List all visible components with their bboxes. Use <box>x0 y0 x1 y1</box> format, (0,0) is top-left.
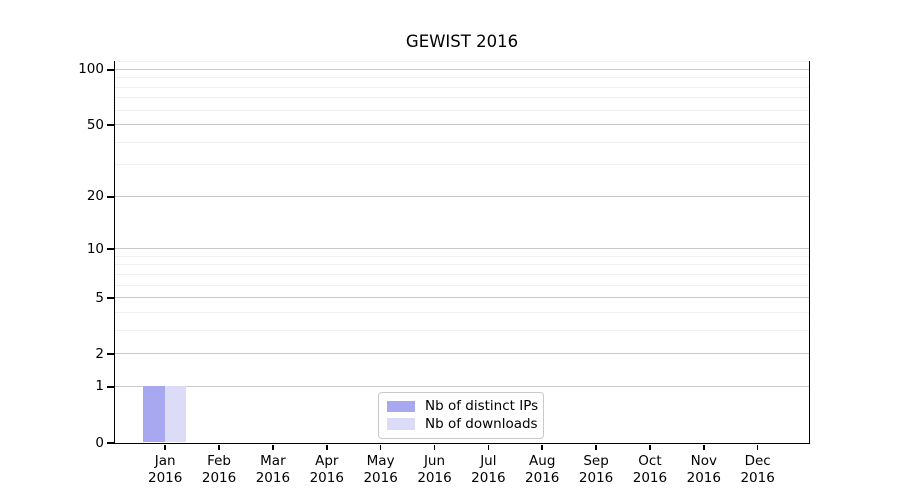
y-minor-gridline <box>114 329 809 331</box>
legend: Nb of distinct IPs Nb of downloads <box>378 391 544 439</box>
y-major-gridline <box>114 385 809 387</box>
x-tick-label-month: Dec <box>744 453 771 469</box>
x-tick-label-month: Feb <box>207 453 231 469</box>
x-tick-mark <box>487 444 490 450</box>
chart-title: GEWIST 2016 <box>405 32 519 51</box>
y-minor-gridline <box>114 164 809 166</box>
x-tick-label-year: 2016 <box>525 469 560 486</box>
x-tick-label-month: Sep <box>583 453 609 469</box>
x-tick-label: Jul 2016 <box>448 453 528 486</box>
x-tick-label: Mar 2016 <box>233 453 313 486</box>
x-tick-mark <box>218 444 220 450</box>
x-tick-label-year: 2016 <box>471 469 506 486</box>
x-tick-mark <box>756 444 759 450</box>
y-minor-gridline <box>114 311 809 313</box>
y-major-gridline <box>114 124 809 126</box>
x-tick-mark <box>272 444 274 450</box>
legend-label: Nb of distinct IPs <box>425 398 539 415</box>
x-tick-label-year: 2016 <box>740 469 775 486</box>
x-tick-mark <box>326 444 328 450</box>
x-tick-label: Nov 2016 <box>664 453 744 486</box>
x-tick-mark <box>649 444 651 450</box>
y-tick-mark <box>106 353 114 355</box>
x-tick-label-month: Nov <box>690 453 717 469</box>
y-major-gridline <box>114 195 809 197</box>
y-tick-label: 100 <box>78 61 104 78</box>
y-tick-label: 50 <box>86 116 104 133</box>
y-minor-gridline <box>114 284 809 286</box>
y-minor-gridline <box>114 86 809 88</box>
x-tick-label: May 2016 <box>341 453 421 486</box>
x-tick-mark <box>379 444 382 450</box>
x-tick-mark <box>595 444 597 450</box>
x-tick-label-month: Aug <box>529 453 556 469</box>
legend-label: Nb of downloads <box>425 415 538 432</box>
y-minor-gridline <box>114 255 809 257</box>
y-minor-gridline <box>114 77 809 79</box>
legend-item: Nb of distinct IPs <box>387 398 543 416</box>
x-tick-label-month: Jun <box>423 453 446 469</box>
y-tick-mark <box>106 442 114 444</box>
plot-area <box>113 60 810 444</box>
y-tick-label: 2 <box>95 345 104 362</box>
x-tick-label-year: 2016 <box>201 469 237 486</box>
legend-item: Nb of downloads <box>387 415 543 433</box>
x-tick-mark <box>541 444 543 450</box>
y-tick-label: 20 <box>86 188 104 205</box>
y-tick-mark <box>106 248 114 250</box>
x-tick-label-month: Apr <box>315 453 339 469</box>
y-minor-gridline <box>114 264 809 266</box>
y-tick-mark <box>106 69 114 71</box>
x-tick-label-year: 2016 <box>417 469 452 486</box>
x-tick-label-month: Jul <box>480 453 497 469</box>
y-major-gridline <box>114 297 809 299</box>
x-tick-mark <box>433 444 436 450</box>
y-minor-gridline <box>114 61 809 63</box>
x-tick-label: Sep 2016 <box>556 453 636 486</box>
legend-swatch-nb-of-distinct-ips <box>387 400 415 412</box>
x-tick-label-year: 2016 <box>363 469 398 486</box>
x-tick-label: Feb 2016 <box>179 453 259 486</box>
bar-nb-of-downloads-jan <box>164 386 187 443</box>
x-tick-label-month: Oct <box>638 453 662 469</box>
x-tick-mark <box>703 444 705 450</box>
y-tick-mark <box>106 124 114 126</box>
y-tick-mark <box>106 297 114 299</box>
x-tick-label-year: 2016 <box>686 469 721 486</box>
y-major-gridline <box>114 68 809 70</box>
y-major-gridline <box>114 353 809 355</box>
y-tick-label: 1 <box>95 378 104 395</box>
y-minor-gridline <box>114 273 809 275</box>
x-tick-label: Jan 2016 <box>125 453 205 486</box>
x-tick-label: Dec 2016 <box>718 453 798 486</box>
x-tick-label: Oct 2016 <box>610 453 690 486</box>
x-tick-label: Jun 2016 <box>395 453 475 486</box>
legend-swatch-nb-of-downloads <box>387 418 415 430</box>
x-tick-label-year: 2016 <box>148 469 183 486</box>
y-major-gridline <box>114 248 809 250</box>
y-tick-label: 10 <box>86 240 104 257</box>
y-minor-gridline <box>114 97 809 99</box>
y-tick-mark <box>106 386 114 388</box>
x-tick-label: Aug 2016 <box>502 453 582 486</box>
bar-nb-of-distinct-ips-jan <box>143 386 165 443</box>
y-minor-gridline <box>114 109 809 111</box>
x-tick-label-year: 2016 <box>632 469 668 486</box>
x-tick-mark <box>164 444 166 450</box>
y-minor-gridline <box>114 141 809 143</box>
y-tick-label: 5 <box>95 289 104 306</box>
x-tick-label-month: Mar <box>260 453 286 469</box>
y-tick-label: 0 <box>95 434 104 451</box>
x-tick-label-year: 2016 <box>578 469 614 486</box>
y-tick-mark <box>106 196 114 198</box>
x-tick-label-year: 2016 <box>255 469 291 486</box>
x-tick-label-month: Jan <box>154 453 176 469</box>
x-tick-label-month: May <box>366 453 395 469</box>
x-tick-label-year: 2016 <box>309 469 344 486</box>
x-tick-label: Apr 2016 <box>287 453 367 486</box>
